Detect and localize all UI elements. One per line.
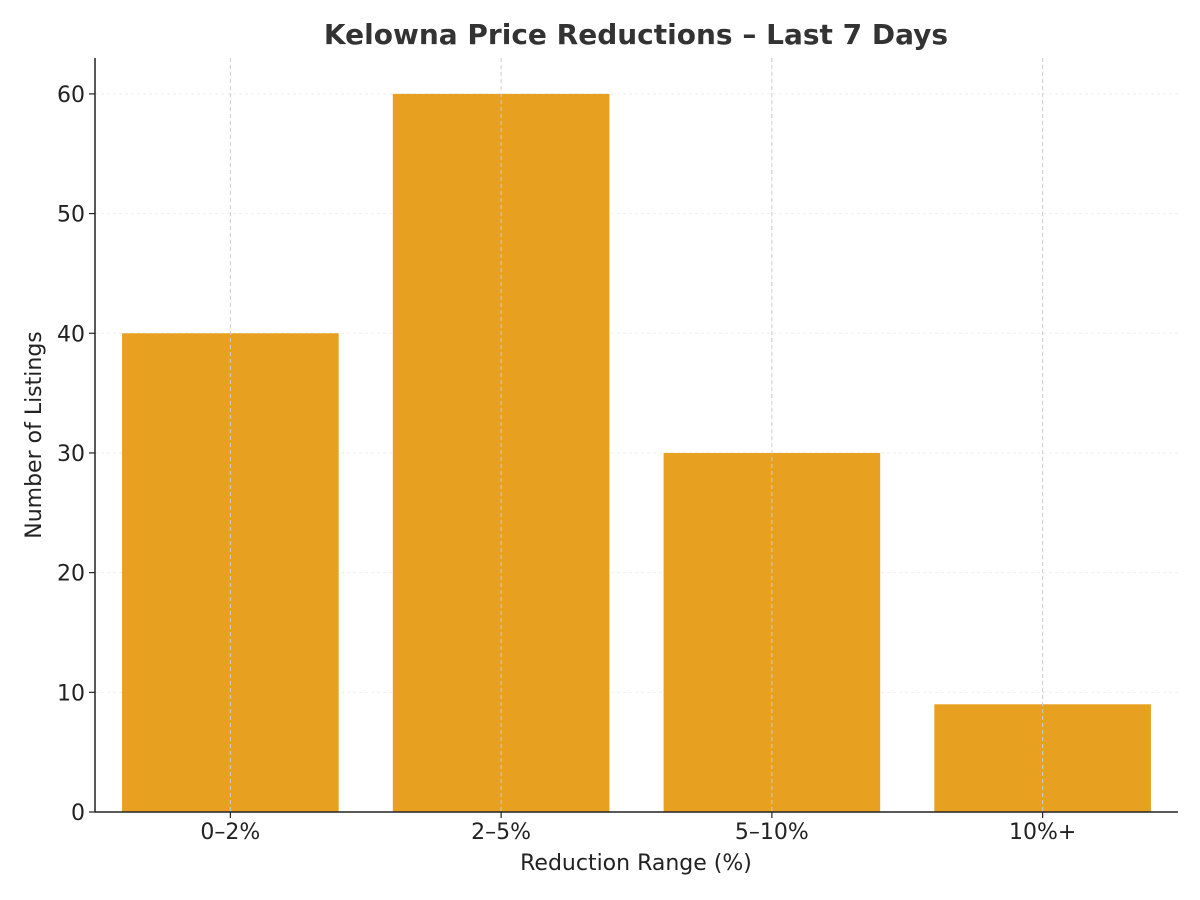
x-grid-layer (229, 58, 1044, 812)
x-tick-label: 0–2% (200, 820, 260, 845)
y-tick-label: 50 (57, 203, 85, 228)
x-tick-label: 10%+ (1009, 820, 1076, 845)
chart-title: Kelowna Price Reductions – Last 7 Days (324, 18, 948, 51)
x-axis-label: Reduction Range (%) (520, 851, 752, 876)
x-tick-layer: 0–2% 2–5% 5–10% 10%+ (200, 812, 1076, 845)
x-tick-label: 2–5% (471, 820, 531, 845)
y-tick-label: 0 (71, 801, 85, 826)
y-tick-label: 40 (57, 322, 85, 347)
x-tick-label: 5–10% (735, 820, 809, 845)
y-tick-label: 10 (57, 681, 85, 706)
y-tick-label: 60 (57, 83, 85, 108)
y-tick-layer: 0 10 20 30 40 50 60 (57, 83, 95, 826)
axis-layer (94, 58, 1178, 813)
y-tick-label: 20 (57, 562, 85, 587)
y-axis-label: Number of Listings (22, 331, 47, 539)
y-tick-label: 30 (57, 442, 85, 467)
